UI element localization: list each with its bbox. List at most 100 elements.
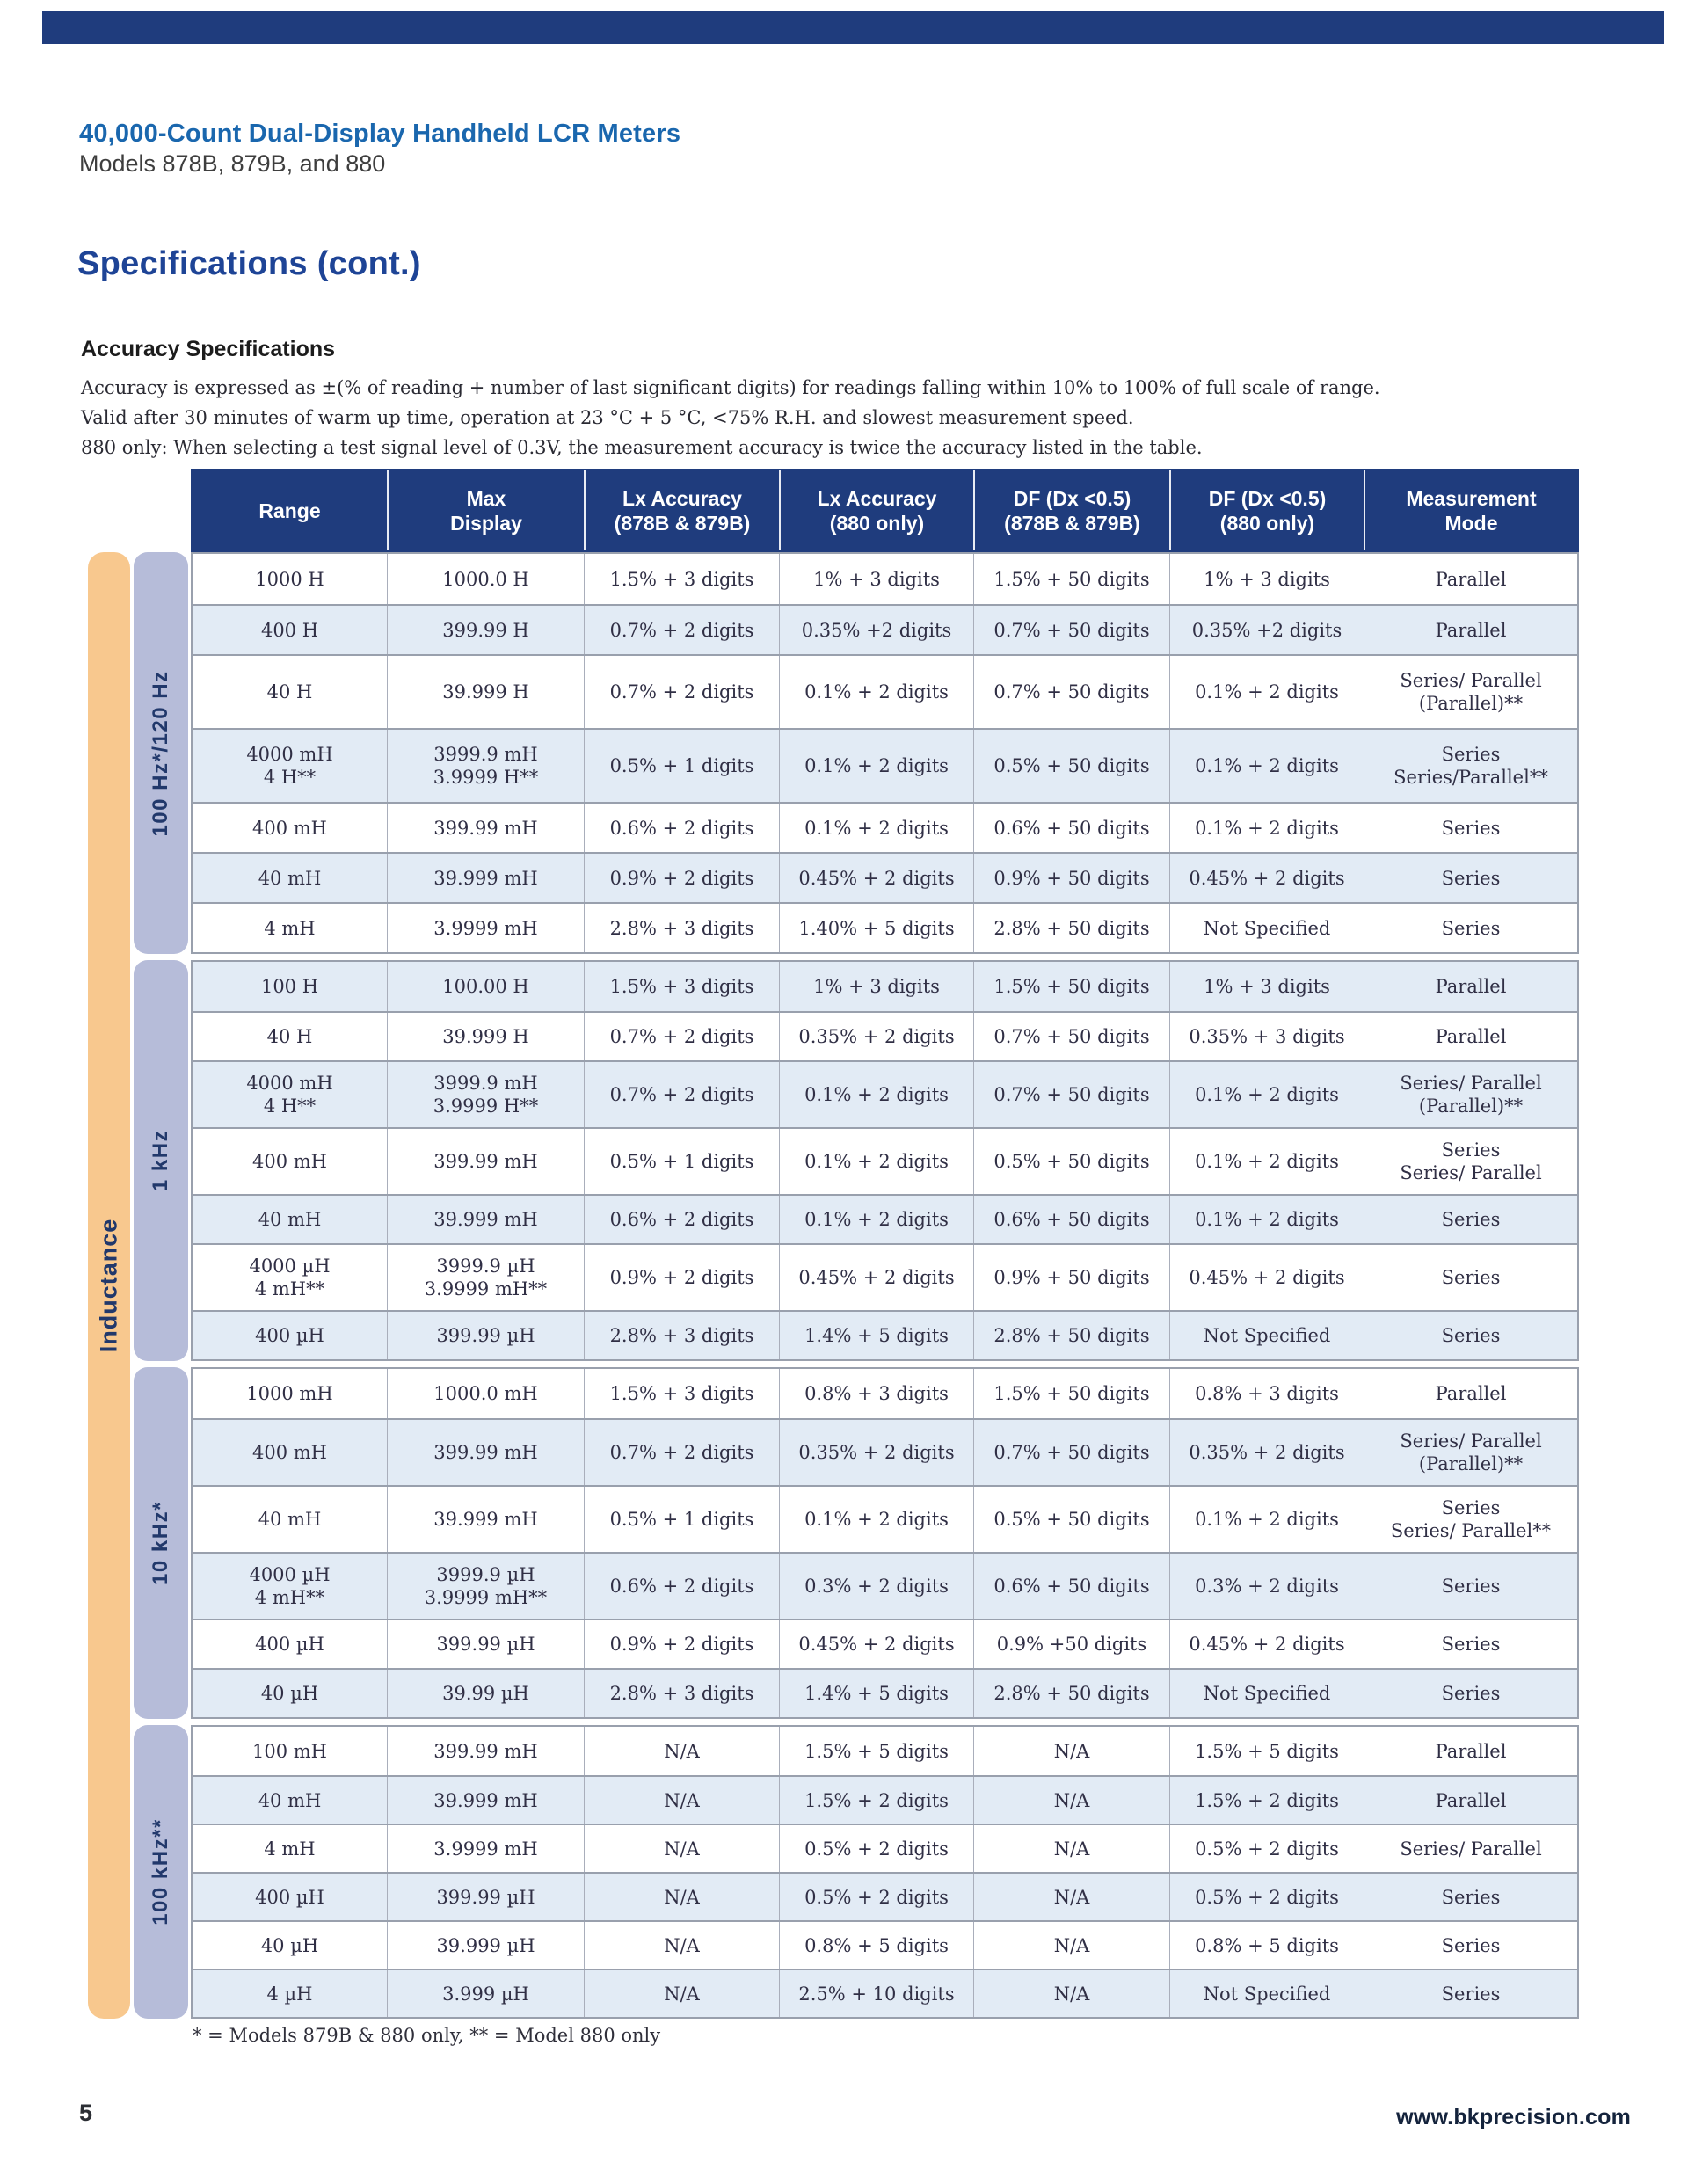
table-cell: Series/ Parallel (Parallel)** xyxy=(1364,656,1577,728)
table-cell: 0.6% + 50 digits xyxy=(973,804,1169,852)
table-cell: 0.1% + 2 digits xyxy=(779,656,973,728)
table-cell: N/A xyxy=(584,1874,779,1920)
table-cell: 0.7% + 2 digits xyxy=(584,656,779,728)
intro-line: Accuracy is expressed as ±(% of reading … xyxy=(81,377,1380,398)
table-cell: 0.7% + 2 digits xyxy=(584,1013,779,1060)
table-cell: N/A xyxy=(973,1970,1169,2017)
table-cell: 39.999 mH xyxy=(387,1777,584,1824)
table-cell: 0.35% + 3 digits xyxy=(1169,1013,1364,1060)
table-cell: 2.8% + 3 digits xyxy=(584,904,779,952)
table-section: 1000 H 1000.0 H 1.5% + 3 digits 1% + 3 digi… xyxy=(191,552,1579,954)
table-cell: 0.7% + 2 digits xyxy=(584,606,779,654)
table-row: 40 mH 39.999 mH 0.6% + 2 digits 0.1% + 2 di… xyxy=(193,1194,1577,1243)
table-cell: N/A xyxy=(973,1727,1169,1775)
table-cell: Series xyxy=(1364,1922,1577,1969)
table-row: 1000 H 1000.0 H 1.5% + 3 digits 1% + 3 digi… xyxy=(193,554,1577,604)
table-cell: 400 mH xyxy=(252,1151,327,1172)
table-cell: 3999.9 µH 3.9999 mH** xyxy=(387,1245,584,1310)
table-cell: 40 µH xyxy=(260,1934,319,1956)
table-cell: 0.9% + 2 digits xyxy=(584,1620,779,1668)
table-row: 100 H 100.00 H 1.5% + 3 digits 1% + 3 digit… xyxy=(193,962,1577,1011)
table-cell: 1.5% + 2 digits xyxy=(779,1777,973,1824)
table-cell: 39.999 mH xyxy=(387,1487,584,1552)
table-cell: 1.40% + 5 digits xyxy=(779,904,973,952)
table-cell: Series/ Parallel xyxy=(1364,1825,1577,1872)
table-cell: Series xyxy=(1364,1312,1577,1359)
table-cell: 0.6% + 50 digits xyxy=(973,1196,1169,1243)
table-cell: 39.99 µH xyxy=(387,1670,584,1717)
table-cell: 0.6% + 2 digits xyxy=(584,804,779,852)
table-cell: 0.5% + 2 digits xyxy=(779,1825,973,1872)
table-cell: 39.999 µH xyxy=(387,1922,584,1969)
table-cell: 0.5% + 1 digits xyxy=(584,730,779,802)
table-cell: 0.5% + 2 digits xyxy=(779,1874,973,1920)
frequency-group-bar: 1 kHz xyxy=(134,960,188,1361)
table-cell: 40 H xyxy=(266,681,313,703)
table-cell: Parallel xyxy=(1364,1369,1577,1418)
table-cell: Series/ Parallel (Parallel)** xyxy=(1364,1420,1577,1485)
table-row: 400 mH 399.99 mH 0.7% + 2 digits 0.35% + 2 … xyxy=(193,1418,1577,1485)
intro-line: Valid after 30 minutes of warm up time, … xyxy=(81,407,1134,428)
table-cell: 0.5% + 50 digits xyxy=(973,1129,1169,1194)
frequency-group-bar: 10 kHz* xyxy=(134,1367,188,1719)
table-cell: 0.35% + 2 digits xyxy=(779,1420,973,1485)
table-cell: 0.9% +50 digits xyxy=(973,1620,1169,1668)
table-cell: 0.7% + 50 digits xyxy=(973,1420,1169,1485)
table-cell: 399.99 mH xyxy=(387,1727,584,1775)
table-cell: 0.45% + 2 digits xyxy=(779,1620,973,1668)
table-row: 4 mH 3.9999 mH N/A 0.5% + 2 digits N/A 0.5% +… xyxy=(193,1824,1577,1872)
table-cell: Parallel xyxy=(1364,962,1577,1011)
table-cell: Series xyxy=(1364,1554,1577,1619)
table-cell: 3.999 µH xyxy=(387,1970,584,2017)
intro-paragraph: Accuracy is expressed as ±(% of reading … xyxy=(81,373,1400,462)
table-cell: 2.5% + 10 digits xyxy=(779,1970,973,2017)
column-header: Measurement Mode xyxy=(1364,470,1577,550)
table-cell: Not Specified xyxy=(1169,904,1364,952)
table-cell: 1000 mH xyxy=(246,1383,333,1404)
column-header: DF (Dx <0.5) (878B & 879B) xyxy=(973,470,1169,550)
document-subtitle: Models 878B, 879B, and 880 xyxy=(79,150,386,177)
table-cell: 0.1% + 2 digits xyxy=(779,1129,973,1194)
table-row: 4000 mH 4 H** 3999.9 mH 3.9999 H** 0.5% + … xyxy=(193,728,1577,802)
table-cell: 0.7% + 50 digits xyxy=(973,1013,1169,1060)
table-cell: 1.5% + 50 digits xyxy=(973,1369,1169,1418)
table-cell: 399.99 H xyxy=(387,606,584,654)
table-cell: 0.45% + 2 digits xyxy=(1169,1620,1364,1668)
table-cell: 39.999 mH xyxy=(387,1196,584,1243)
table-cell: 3999.9 µH 3.9999 mH** xyxy=(387,1554,584,1619)
table-cell: 399.99 µH xyxy=(387,1874,584,1920)
page-number: 5 xyxy=(79,2100,93,2126)
table-cell: Parallel xyxy=(1364,606,1577,654)
table-cell: 39.999 mH xyxy=(387,854,584,902)
frequency-group-bar: 100 kHz** xyxy=(134,1725,188,2019)
table-cell: 0.5% + 50 digits xyxy=(973,730,1169,802)
table-cell: 1.5% + 3 digits xyxy=(584,962,779,1011)
table-cell: Series xyxy=(1364,1970,1577,2017)
table-header-row: Range Max Display Lx Accuracy (878B & 879B… xyxy=(191,469,1579,552)
table-cell: 0.7% + 2 digits xyxy=(584,1420,779,1485)
table-row: 400 mH 399.99 mH 0.6% + 2 digits 0.1% + 2 d… xyxy=(193,802,1577,852)
table-row: 40 H 39.999 H 0.7% + 2 digits 0.35% + 2 dig… xyxy=(193,1011,1577,1060)
table-cell: 4000 µH 4 mH** xyxy=(249,1256,331,1299)
table-cell: 400 µH xyxy=(255,1634,324,1655)
table-cell: 40 µH xyxy=(260,1683,319,1704)
table-cell: Not Specified xyxy=(1169,1312,1364,1359)
table-row: 100 mH 399.99 mH N/A 1.5% + 5 digits N/A 1.5%… xyxy=(193,1727,1577,1775)
table-cell: 40 mH xyxy=(258,1789,322,1811)
table-cell: 0.9% + 2 digits xyxy=(584,854,779,902)
table-cell: Series xyxy=(1364,1245,1577,1310)
table-cell: N/A xyxy=(584,1825,779,1872)
table-cell: 400 mH xyxy=(252,817,327,839)
table-cell: 3.9999 mH xyxy=(387,1825,584,1872)
table-row: 4000 µH 4 mH** 3999.9 µH 3.9999 mH** 0.9% … xyxy=(193,1243,1577,1310)
table-cell: 399.99 µH xyxy=(387,1312,584,1359)
table-cell: 399.99 µH xyxy=(387,1620,584,1668)
table-cell: N/A xyxy=(584,1727,779,1775)
table-row: 40 mH 39.999 mH 0.9% + 2 digits 0.45% + 2 d… xyxy=(193,852,1577,902)
table-cell: 0.45% + 2 digits xyxy=(779,1245,973,1310)
table-cell: 0.1% + 2 digits xyxy=(1169,656,1364,728)
table-cell: Series xyxy=(1364,1196,1577,1243)
table-cell: 2.8% + 50 digits xyxy=(973,904,1169,952)
table-cell: Series xyxy=(1364,854,1577,902)
